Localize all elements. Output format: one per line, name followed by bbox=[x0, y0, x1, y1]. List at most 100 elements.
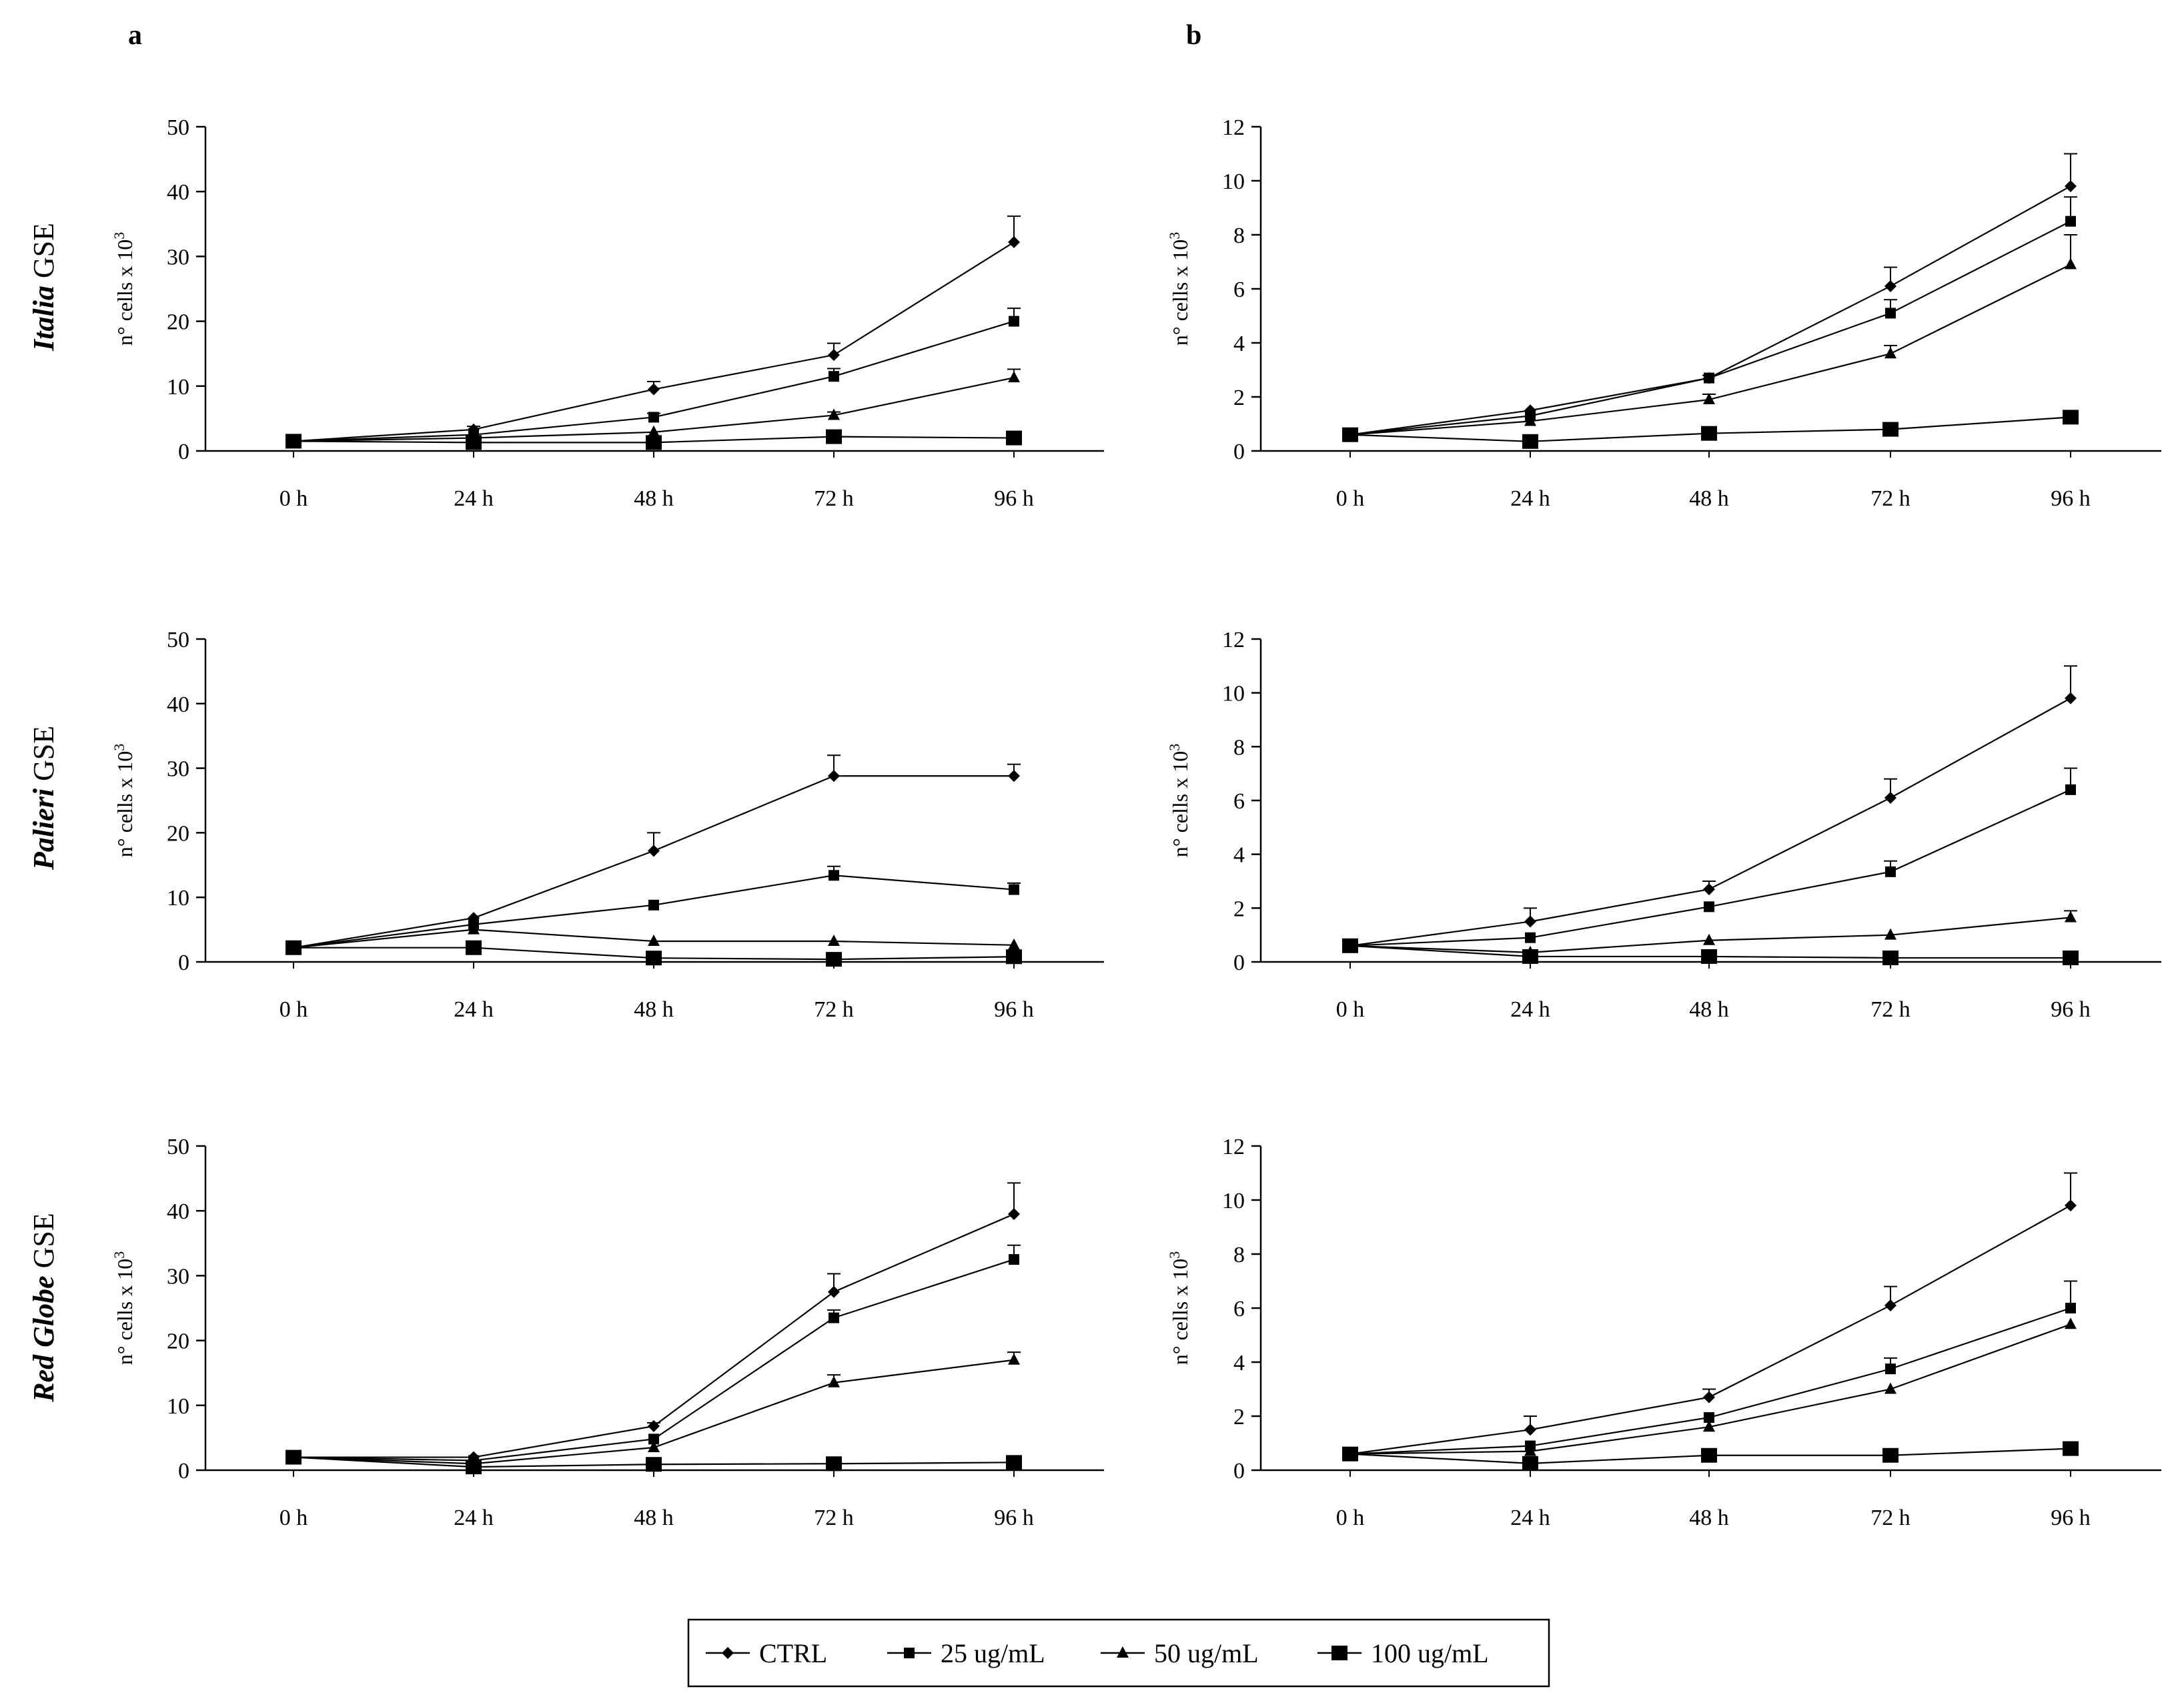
y-tick-label: 10 bbox=[167, 1394, 189, 1419]
data-point bbox=[646, 1457, 662, 1472]
data-point bbox=[1704, 1412, 1714, 1424]
data-point bbox=[2063, 950, 2079, 965]
y-axis-label-exponent: 3 bbox=[1166, 232, 1183, 239]
series-25-ug-ml bbox=[1345, 1280, 2077, 1460]
data-point bbox=[1009, 1254, 1019, 1265]
data-point bbox=[1524, 1444, 1536, 1456]
legend: CTRL 25 ug/mL 50 ug/mL 100 ug/mL bbox=[687, 1618, 1550, 1688]
data-point bbox=[1704, 372, 1714, 384]
series-ctrl bbox=[288, 754, 1021, 954]
data-point bbox=[1884, 279, 1896, 292]
data-point bbox=[1701, 1448, 1717, 1463]
x-tick-label: 48 h bbox=[634, 1506, 674, 1530]
y-axis-label-text: n° cells x 10 bbox=[113, 239, 137, 346]
y-tick-label: 0 bbox=[1233, 951, 1245, 975]
data-point bbox=[1008, 1208, 1020, 1221]
data-point bbox=[286, 1450, 302, 1465]
data-point bbox=[828, 408, 840, 420]
x-tick-label: 48 h bbox=[1689, 486, 1729, 511]
data-point bbox=[1008, 236, 1020, 249]
series-line bbox=[1349, 917, 2071, 953]
data-point bbox=[829, 870, 839, 881]
y-tick-label: 0 bbox=[178, 440, 189, 464]
data-point bbox=[2063, 1441, 2079, 1456]
chart-b-palieri: 0 2 4 6 8 10 12 0 h 24 h 48 h 72 h 96 h n° cells x 1… bbox=[1166, 628, 2161, 1022]
y-axis-label-text: n° cells x 10 bbox=[113, 1259, 137, 1365]
y-tick-label: 30 bbox=[167, 757, 189, 782]
y-axis-label-text: n° cells x 10 bbox=[1168, 1259, 1192, 1365]
x-tick-label: 72 h bbox=[1870, 997, 1910, 1022]
data-point bbox=[826, 429, 842, 444]
y-tick-label: 6 bbox=[1233, 1297, 1245, 1321]
series-50-ug-ml bbox=[1344, 234, 2077, 440]
data-point bbox=[648, 1419, 660, 1432]
data-point bbox=[1701, 426, 1717, 441]
data-point bbox=[828, 770, 840, 782]
y-tick-label: 8 bbox=[1233, 223, 1245, 248]
data-point bbox=[1342, 427, 1358, 442]
y-tick-label: 4 bbox=[1233, 843, 1245, 868]
data-point bbox=[648, 383, 660, 396]
data-point bbox=[1704, 901, 1714, 913]
data-point bbox=[286, 940, 302, 955]
series-25-ug-ml bbox=[288, 1244, 1021, 1466]
data-point bbox=[1008, 371, 1020, 383]
data-point bbox=[648, 899, 659, 911]
x-tick-label: 24 h bbox=[454, 997, 494, 1022]
data-point bbox=[1885, 308, 1896, 319]
data-point bbox=[1885, 1363, 1896, 1375]
data-point bbox=[1342, 938, 1358, 953]
y-axis-label: n° cells x 103 bbox=[111, 232, 137, 346]
y-tick-label: 50 bbox=[167, 115, 189, 140]
y-tick-label: 50 bbox=[167, 628, 189, 652]
row-label-palieri-suffix: GSE bbox=[27, 726, 60, 788]
data-point bbox=[1703, 883, 1715, 896]
data-point bbox=[1524, 1424, 1536, 1436]
data-point bbox=[828, 1285, 840, 1298]
x-tick-label: 0 h bbox=[1336, 1506, 1365, 1530]
series-100-ug-ml bbox=[1342, 1441, 2079, 1471]
row-label-palieri-cultivar: Palieri bbox=[27, 788, 60, 871]
y-tick-label: 0 bbox=[178, 951, 189, 975]
panel-label-a: a bbox=[128, 20, 142, 51]
chart-a-palieri: 0 10 20 30 40 50 0 h 24 h 48 h 72 h 96 h n° cells x… bbox=[111, 628, 1104, 1022]
series-line bbox=[1349, 1307, 2071, 1455]
x-tick-label: 96 h bbox=[2051, 1506, 2091, 1530]
y-tick-label: 8 bbox=[1233, 735, 1245, 760]
y-axis-label-exponent: 3 bbox=[111, 744, 127, 751]
data-point bbox=[2065, 215, 2076, 227]
x-tick-label: 24 h bbox=[454, 486, 494, 511]
series-ctrl bbox=[1344, 1172, 2077, 1460]
data-point bbox=[826, 1456, 842, 1472]
data-point bbox=[1884, 791, 1896, 804]
data-point bbox=[468, 923, 480, 935]
x-tick-label: 0 h bbox=[1336, 486, 1365, 511]
data-point bbox=[1885, 866, 1896, 877]
y-axis-label-exponent: 3 bbox=[1166, 1251, 1183, 1259]
legend-entry-0: CTRL bbox=[706, 1638, 827, 1668]
series-50-ug-ml bbox=[288, 1351, 1021, 1469]
series-100-ug-ml bbox=[286, 429, 1022, 450]
data-point bbox=[1884, 928, 1896, 940]
legend-marker bbox=[1117, 1646, 1129, 1658]
legend-marker bbox=[1331, 1646, 1347, 1660]
x-tick-label: 0 h bbox=[280, 997, 308, 1022]
legend-label: 50 ug/mL bbox=[1154, 1638, 1259, 1668]
x-tick-label: 24 h bbox=[1510, 486, 1550, 511]
legend-marker bbox=[722, 1647, 734, 1659]
x-tick-label: 72 h bbox=[814, 997, 854, 1022]
x-tick-label: 96 h bbox=[2051, 997, 2091, 1022]
legend-entry-3: 100 ug/mL bbox=[1317, 1638, 1489, 1668]
y-tick-label: 10 bbox=[167, 886, 189, 911]
data-point bbox=[1884, 347, 1896, 359]
y-axis-label-exponent: 3 bbox=[1166, 744, 1183, 751]
series-100-ug-ml bbox=[1342, 938, 2079, 965]
data-point bbox=[1525, 932, 1536, 943]
data-point bbox=[1008, 938, 1020, 950]
y-tick-label: 2 bbox=[1233, 386, 1245, 410]
y-tick-label: 10 bbox=[1222, 1189, 1245, 1213]
row-label-redglobe-suffix: GSE bbox=[27, 1213, 60, 1275]
row-label-italia: Italia GSE bbox=[27, 223, 60, 352]
chart-b-italia: 0 2 4 6 8 10 12 0 h 24 h 48 h 72 h 96 h n° cells x 1… bbox=[1166, 115, 2161, 511]
